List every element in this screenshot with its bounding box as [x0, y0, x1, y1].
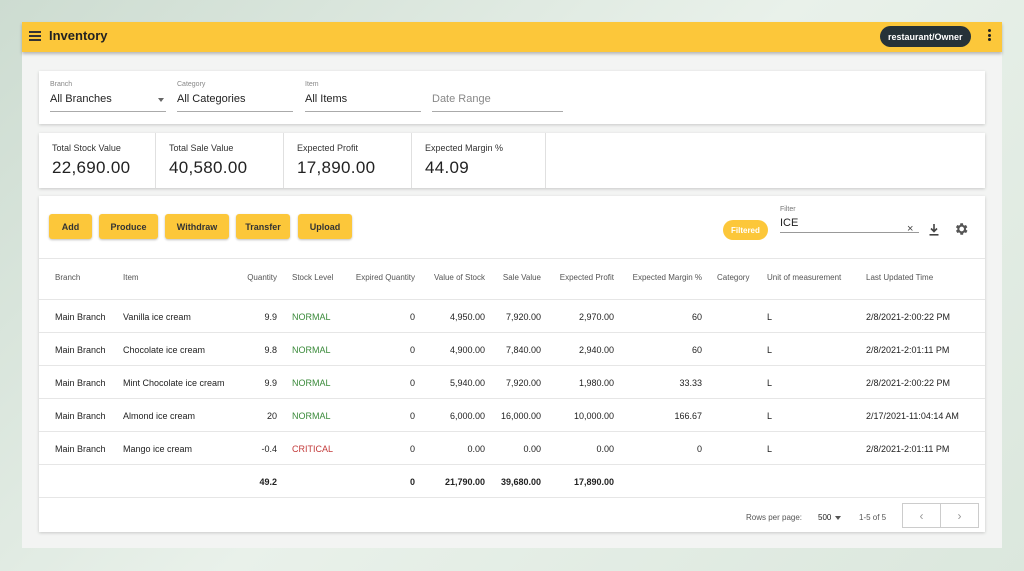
date-range-placeholder[interactable]: Date Range	[432, 90, 563, 112]
clear-icon[interactable]: ×	[907, 223, 914, 235]
filter-label: Filter	[780, 206, 796, 213]
branch-value[interactable]: All Branches	[50, 90, 166, 112]
status-badge: NORMAL	[292, 411, 331, 421]
status-badge: CRITICAL	[292, 444, 334, 454]
branch-label: Branch	[50, 81, 73, 88]
col-header-expected-profit[interactable]: Expected Profit	[559, 273, 614, 282]
rows-per-page-select[interactable]: 500	[818, 513, 842, 522]
chevron-down-icon	[835, 515, 842, 520]
table-row[interactable]: Main Branch Almond ice cream 20 NORMAL 0…	[39, 399, 985, 432]
category-select[interactable]: Category All Categories	[177, 81, 293, 112]
col-header-quantity[interactable]: Quantity	[247, 273, 277, 282]
status-badge: NORMAL	[292, 378, 331, 388]
status-badge: NORMAL	[292, 312, 331, 322]
item-value[interactable]: All Items	[305, 90, 421, 112]
category-label: Category	[177, 81, 206, 88]
produce-button[interactable]: Produce	[99, 214, 158, 239]
user-role-chip[interactable]: restaurant/Owner	[880, 26, 971, 47]
inventory-table-card: Add Produce Withdraw Transfer Upload Fil…	[39, 196, 985, 532]
table-row[interactable]: Main Branch Mint Chocolate ice cream 9.9…	[39, 366, 985, 399]
prev-page-button[interactable]: ‹	[903, 504, 941, 527]
withdraw-button[interactable]: Withdraw	[165, 214, 229, 239]
filtered-chip[interactable]: Filtered	[723, 220, 768, 240]
col-header-branch[interactable]: Branch	[55, 273, 81, 282]
stat-total-sale-value: Total Sale Value 40,580.00	[156, 133, 284, 188]
more-vert-icon[interactable]	[985, 29, 993, 45]
date-range-field[interactable]: Date Range	[432, 81, 563, 112]
col-header-unit[interactable]: Unit of measurement	[767, 273, 842, 282]
filters-card: Branch All Branches Category All Categor…	[39, 71, 985, 124]
item-label: Item	[305, 81, 319, 88]
stat-expected-margin: Expected Margin % 44.09	[412, 133, 546, 188]
summary-stats-card: Total Stock Value 22,690.00 Total Sale V…	[39, 133, 985, 188]
item-select[interactable]: Item All Items	[305, 81, 421, 112]
download-icon[interactable]	[928, 223, 940, 237]
col-header-sale-value[interactable]: Sale Value	[502, 273, 541, 282]
totals-row: 49.2 0 21,790.00 39,680.00 17,890.00	[39, 465, 985, 498]
next-page-button[interactable]: ›	[957, 508, 962, 523]
col-header-expected-margin[interactable]: Expected Margin %	[632, 273, 702, 282]
col-header-last-updated[interactable]: Last Updated Time	[866, 273, 934, 282]
category-value[interactable]: All Categories	[177, 90, 293, 112]
filter-field: Filter	[780, 206, 919, 233]
hamburger-menu-icon[interactable]	[29, 31, 41, 41]
pagination-range: 1-5 of 5	[859, 513, 887, 522]
branch-select[interactable]: Branch All Branches	[50, 81, 166, 112]
col-header-expired-quantity[interactable]: Expired Quantity	[355, 273, 415, 282]
stat-expected-profit: Expected Profit 17,890.00	[284, 133, 412, 188]
gear-icon[interactable]	[953, 221, 969, 237]
pager: ‹ ›	[902, 503, 979, 528]
chevron-down-icon	[158, 98, 164, 102]
col-header-item[interactable]: Item	[123, 273, 139, 282]
rows-per-page-label: Rows per page:	[746, 513, 803, 522]
page-title: Inventory	[49, 28, 108, 43]
top-app-bar: Inventory restaurant/Owner	[22, 22, 1002, 52]
filter-input[interactable]	[780, 213, 919, 233]
transfer-button[interactable]: Transfer	[236, 214, 290, 239]
col-header-stock-level[interactable]: Stock Level	[292, 273, 334, 282]
status-badge: NORMAL	[292, 345, 331, 355]
app-window: Inventory restaurant/Owner Branch All Br…	[22, 22, 1002, 548]
table-row[interactable]: Main Branch Vanilla ice cream 9.9 NORMAL…	[39, 300, 985, 333]
upload-button[interactable]: Upload	[298, 214, 352, 239]
table-row[interactable]: Main Branch Chocolate ice cream 9.8 NORM…	[39, 333, 985, 366]
col-header-category[interactable]: Category	[717, 273, 750, 282]
stat-total-stock-value: Total Stock Value 22,690.00	[39, 133, 156, 188]
table-row[interactable]: Main Branch Mango ice cream -0.4 CRITICA…	[39, 432, 985, 465]
add-button[interactable]: Add	[49, 214, 92, 239]
col-header-value-of-stock[interactable]: Value of Stock	[434, 273, 485, 282]
